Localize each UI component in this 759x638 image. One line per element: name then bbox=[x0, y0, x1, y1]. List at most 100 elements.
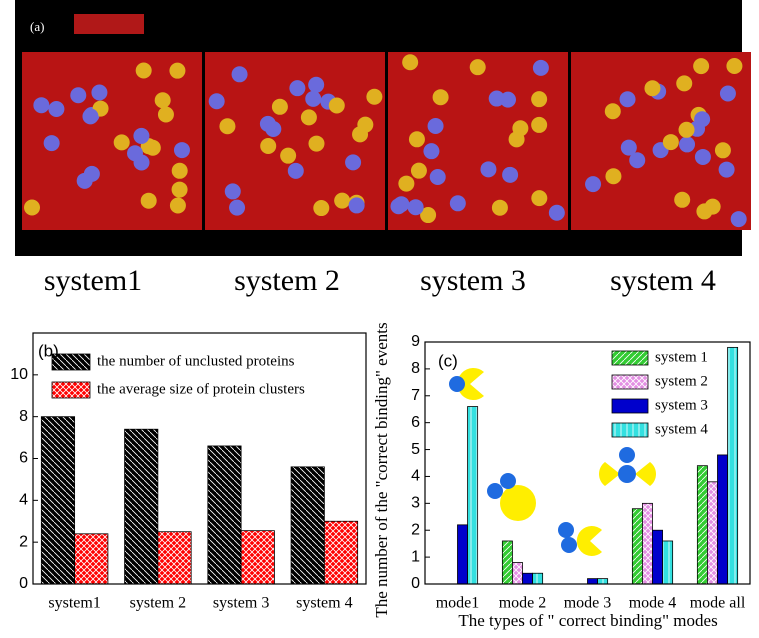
particle bbox=[605, 168, 622, 185]
particle bbox=[407, 199, 424, 216]
legend-swatch bbox=[611, 398, 649, 414]
particle bbox=[127, 145, 144, 162]
particle bbox=[135, 62, 152, 79]
bar bbox=[642, 502, 653, 585]
y-tick-label: 5 bbox=[411, 441, 420, 458]
particle bbox=[48, 101, 65, 118]
legend-label: system 4 bbox=[655, 421, 708, 437]
x-tick-label: mode1 bbox=[436, 595, 480, 612]
particle bbox=[305, 90, 322, 107]
particle bbox=[259, 115, 276, 132]
y-tick-label: 4 bbox=[19, 492, 28, 509]
legend-swatch bbox=[51, 353, 91, 371]
particle bbox=[410, 162, 427, 179]
particle bbox=[33, 97, 50, 114]
particle bbox=[229, 199, 246, 216]
particle bbox=[171, 162, 188, 179]
legend-label: the number of unclusted proteins bbox=[97, 353, 295, 369]
particle bbox=[604, 103, 621, 120]
legend-label: system 3 bbox=[655, 397, 708, 413]
x-axis-label: The types of " correct binding" modes bbox=[458, 611, 717, 630]
caption: system1 bbox=[44, 264, 142, 297]
particle bbox=[280, 147, 297, 164]
particle bbox=[271, 98, 288, 115]
y-tick-label: 1 bbox=[411, 548, 420, 565]
y-tick-label: 6 bbox=[411, 414, 420, 431]
particle bbox=[398, 175, 415, 192]
bar bbox=[532, 572, 544, 585]
y-tick-label: 8 bbox=[411, 360, 420, 377]
particle bbox=[730, 211, 747, 228]
particle bbox=[144, 139, 161, 156]
y-tick-label: 2 bbox=[411, 521, 420, 538]
particle bbox=[154, 92, 171, 109]
bar bbox=[124, 428, 159, 585]
particle bbox=[393, 196, 410, 213]
particle bbox=[157, 106, 174, 123]
y-tick-label: 10 bbox=[10, 366, 28, 383]
particle bbox=[308, 135, 325, 152]
particle bbox=[231, 66, 248, 83]
particle bbox=[357, 116, 374, 133]
bar bbox=[587, 578, 598, 585]
particle bbox=[423, 143, 440, 160]
legend-label: system 1 bbox=[655, 349, 708, 365]
legend-image bbox=[74, 14, 144, 34]
panel-label: (b) bbox=[38, 341, 59, 360]
particle bbox=[719, 85, 736, 102]
panel-label: (c) bbox=[438, 351, 458, 370]
legend-label: system 2 bbox=[655, 373, 708, 389]
x-tick-label: system 2 bbox=[130, 595, 186, 612]
particle bbox=[140, 192, 157, 209]
particle bbox=[480, 161, 497, 178]
bar bbox=[240, 530, 275, 585]
particle bbox=[91, 84, 108, 101]
particle bbox=[694, 111, 711, 128]
particle bbox=[619, 91, 636, 108]
bar bbox=[597, 578, 609, 585]
bar bbox=[717, 454, 728, 585]
legend-label: the average size of protein clusters bbox=[97, 381, 305, 397]
particle bbox=[502, 166, 519, 183]
bar bbox=[323, 520, 359, 585]
bar bbox=[652, 529, 663, 585]
particle bbox=[219, 118, 236, 135]
particle bbox=[469, 59, 486, 76]
particle bbox=[70, 87, 87, 104]
particle bbox=[629, 152, 646, 169]
particle bbox=[718, 161, 735, 178]
particle bbox=[726, 57, 743, 74]
y-axis-label: The number of the "correct binding" even… bbox=[372, 322, 391, 617]
particle bbox=[260, 138, 277, 155]
x-tick-label: system1 bbox=[48, 595, 100, 612]
particle bbox=[83, 165, 100, 182]
bar bbox=[457, 524, 468, 585]
particle bbox=[662, 134, 679, 151]
particle bbox=[714, 142, 731, 159]
particle bbox=[173, 142, 190, 159]
particle bbox=[693, 58, 710, 75]
particle bbox=[674, 191, 691, 208]
particle bbox=[133, 127, 150, 144]
legend-swatch bbox=[611, 350, 649, 366]
particle bbox=[328, 97, 345, 114]
particle bbox=[531, 190, 548, 207]
particle bbox=[429, 168, 446, 185]
x-tick-label: mode 4 bbox=[629, 595, 677, 612]
bar bbox=[501, 540, 513, 585]
particle bbox=[402, 54, 419, 71]
x-tick-label: mode all bbox=[690, 595, 746, 612]
y-tick-label: 7 bbox=[411, 387, 420, 404]
bar bbox=[727, 346, 739, 585]
legend-swatch bbox=[51, 381, 91, 399]
bar bbox=[290, 466, 325, 585]
bar bbox=[467, 406, 479, 585]
particle bbox=[287, 162, 304, 179]
particle bbox=[171, 181, 188, 198]
y-tick-label: 2 bbox=[19, 533, 28, 550]
x-tick-label: mode 2 bbox=[499, 595, 547, 612]
bar bbox=[707, 481, 718, 585]
particle bbox=[512, 120, 529, 137]
particle bbox=[620, 139, 637, 156]
